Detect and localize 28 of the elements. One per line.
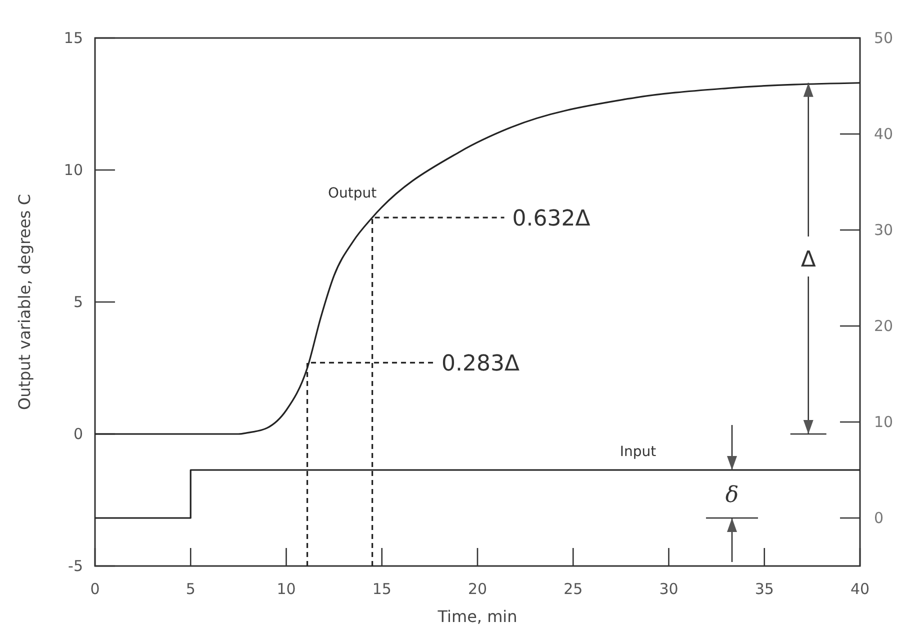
annotation: 0.632Δ: [512, 206, 590, 232]
y2-tick-label: 50: [874, 29, 894, 47]
y-tick-label: 15: [64, 29, 83, 47]
y-tick-label: 5: [73, 293, 83, 311]
annotation: 0.283Δ: [442, 352, 520, 377]
annotation: Input: [620, 444, 657, 460]
y2-tick-label: 10: [874, 413, 894, 431]
y2-tick-label: 40: [874, 125, 894, 143]
x-axis-title: Time, min: [436, 607, 518, 626]
y-tick-label: 0: [73, 425, 83, 443]
x-tick-label: 20: [468, 580, 488, 598]
x-tick-label: 15: [372, 580, 392, 598]
y-tick-label: 10: [64, 161, 83, 179]
x-tick-label: 25: [564, 580, 583, 598]
x-tick-label: 0: [90, 580, 100, 598]
x-tick-label: 5: [186, 580, 196, 598]
y-tick-label: -5: [68, 557, 83, 575]
annotation: δ: [725, 483, 739, 508]
y2-tick-label: 30: [874, 221, 894, 239]
annotation: Δ: [800, 247, 816, 272]
y2-tick-label: 0: [874, 509, 884, 527]
x-tick-label: 40: [850, 580, 870, 598]
x-tick-label: 30: [659, 580, 678, 598]
x-tick-label: 10: [276, 580, 296, 598]
y-axis-title: Output variable, degrees C: [15, 194, 34, 410]
x-tick-label: 35: [754, 580, 774, 598]
y2-tick-label: 20: [874, 317, 894, 335]
annotation: Output: [328, 186, 378, 202]
